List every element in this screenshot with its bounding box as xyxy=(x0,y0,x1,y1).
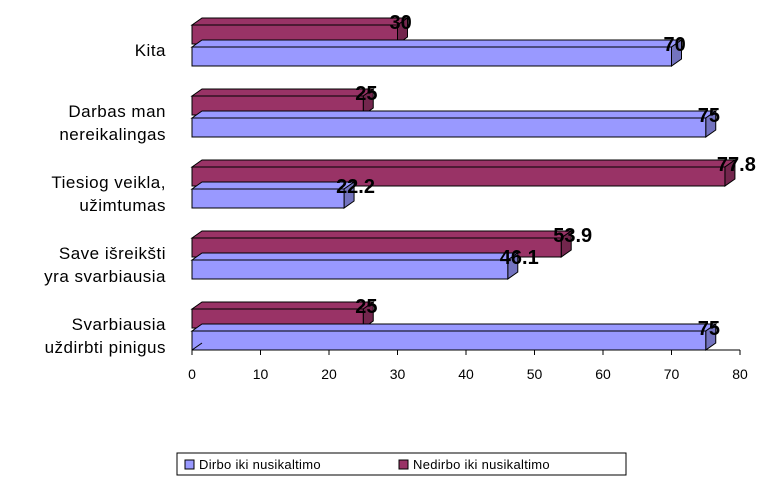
data-label: 46.1 xyxy=(500,247,539,269)
x-tick-label: 40 xyxy=(458,366,474,382)
category-label: Svarbiausia xyxy=(72,315,166,334)
legend: Dirbo iki nusikaltimo Nedirbo iki nusikal… xyxy=(176,452,627,476)
category-label: nereikalingas xyxy=(59,125,166,144)
bar-nedirbo-3 xyxy=(190,230,573,258)
data-label: 22.2 xyxy=(336,176,375,198)
data-label: 25 xyxy=(355,83,377,105)
category-label: Save išreikšti xyxy=(59,244,166,263)
data-labels-layer: 30 70 25 75 77.8 22.2 53.9 46.1 25 75 xyxy=(336,12,756,340)
data-label: 77.8 xyxy=(717,154,756,176)
category-label: Kita xyxy=(135,41,166,60)
bar-nedirbo-2 xyxy=(190,159,737,187)
bar-dirbo-2 xyxy=(190,181,356,209)
data-label: 30 xyxy=(390,12,412,34)
data-label: 70 xyxy=(664,34,686,56)
x-axis-depth-line xyxy=(191,342,203,351)
x-tick-label: 60 xyxy=(595,366,611,382)
data-label: 75 xyxy=(698,318,720,340)
bar-dirbo-3 xyxy=(190,252,520,280)
x-tick-label: 10 xyxy=(253,366,269,382)
legend-swatch xyxy=(184,459,195,470)
data-label: 25 xyxy=(355,296,377,318)
category-label: uždirbti pinigus xyxy=(45,338,166,357)
category-labels: Kita Darbas man nereikalingas Tiesiog veikl… xyxy=(44,41,166,357)
x-tick-label: 70 xyxy=(664,366,680,382)
category-label: Darbas man xyxy=(68,102,166,121)
x-tick-label: 50 xyxy=(527,366,543,382)
legend-entry: Nedirbo iki nusikaltimo xyxy=(413,457,550,472)
x-tick-label: 20 xyxy=(321,366,337,382)
bar-nedirbo-4 xyxy=(190,301,375,329)
category-label: užimtumas xyxy=(79,196,166,215)
bar-dirbo-1 xyxy=(190,110,718,138)
x-tick-label: 0 xyxy=(188,366,196,382)
legend-entry: Dirbo iki nusikaltimo xyxy=(199,457,321,472)
bar-dirbo-4 xyxy=(190,323,718,351)
category-label: Tiesiog veikla, xyxy=(51,173,166,192)
data-label: 53.9 xyxy=(553,225,592,247)
data-label: 75 xyxy=(698,105,720,127)
bars-layer xyxy=(190,17,737,351)
bar-nedirbo-1 xyxy=(190,88,375,116)
x-tick-label: 30 xyxy=(390,366,406,382)
x-axis: 0 10 20 30 40 50 60 70 80 xyxy=(188,342,748,382)
bar-dirbo-0 xyxy=(190,39,684,67)
legend-swatch xyxy=(398,459,409,470)
bar-nedirbo-0 xyxy=(190,17,410,45)
category-label: yra svarbiausia xyxy=(44,267,166,286)
x-tick-label: 80 xyxy=(732,366,748,382)
